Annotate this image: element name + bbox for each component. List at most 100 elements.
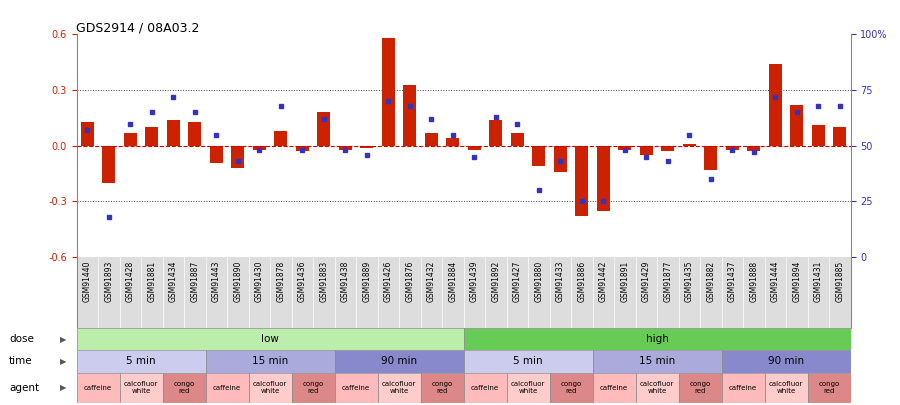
Bar (722, 373, 764, 403)
Bar (163, 373, 205, 403)
Bar (76, 350, 205, 373)
Bar (292, 373, 335, 403)
Text: agent: agent (9, 383, 39, 393)
Text: high: high (645, 334, 669, 344)
Text: GSM91436: GSM91436 (298, 261, 307, 302)
Text: GSM91890: GSM91890 (233, 261, 242, 302)
Text: caffeine: caffeine (342, 385, 370, 391)
Text: congo
red: congo red (174, 381, 194, 394)
Text: congo
red: congo red (431, 381, 453, 394)
Bar (618, 146, 631, 149)
Text: GSM91433: GSM91433 (556, 261, 565, 302)
Text: GSM91434: GSM91434 (169, 261, 178, 302)
Text: GSM91893: GSM91893 (104, 261, 113, 302)
Text: GSM91440: GSM91440 (83, 261, 92, 302)
Text: GSM91437: GSM91437 (728, 261, 737, 302)
Bar (205, 373, 248, 403)
Bar (425, 133, 437, 146)
Text: GSM91887: GSM91887 (190, 261, 199, 302)
Text: GSM91876: GSM91876 (405, 261, 414, 302)
Text: GSM91883: GSM91883 (320, 261, 328, 302)
Text: low: low (261, 334, 279, 344)
Bar (662, 146, 674, 151)
Bar (188, 122, 202, 146)
Text: congo
red: congo red (561, 381, 581, 394)
Bar (76, 373, 120, 403)
Text: GSM91431: GSM91431 (814, 261, 823, 302)
Text: GSM91442: GSM91442 (598, 261, 608, 302)
Text: ▶: ▶ (60, 383, 67, 392)
Bar (205, 350, 335, 373)
Text: 15 min: 15 min (639, 356, 675, 367)
Bar (807, 373, 850, 403)
Bar (248, 373, 292, 403)
Bar (166, 120, 180, 146)
Bar (725, 146, 739, 149)
Bar (769, 64, 782, 146)
Text: 90 min: 90 min (768, 356, 804, 367)
Bar (210, 146, 222, 162)
Bar (575, 146, 589, 216)
Bar (833, 127, 846, 146)
Bar (446, 139, 459, 146)
Bar (360, 146, 373, 148)
Text: GSM91444: GSM91444 (770, 261, 779, 302)
Bar (468, 146, 481, 149)
Text: calcofluor
white: calcofluor white (769, 381, 803, 394)
Bar (403, 85, 416, 146)
Text: GSM91882: GSM91882 (706, 261, 716, 302)
Text: GSM91877: GSM91877 (663, 261, 672, 302)
Text: 15 min: 15 min (252, 356, 288, 367)
Bar (550, 373, 592, 403)
Bar (592, 373, 635, 403)
Text: GSM91432: GSM91432 (427, 261, 436, 302)
Text: caffeine: caffeine (471, 385, 500, 391)
Bar (464, 350, 592, 373)
Text: GSM91889: GSM91889 (362, 261, 371, 302)
Text: calcofluor
white: calcofluor white (124, 381, 158, 394)
Text: caffeine: caffeine (213, 385, 241, 391)
Text: calcofluor
white: calcofluor white (253, 381, 287, 394)
Bar (464, 373, 507, 403)
Bar (103, 146, 115, 183)
Text: caffeine: caffeine (729, 385, 757, 391)
Bar (764, 373, 807, 403)
Bar (253, 146, 266, 149)
Bar (747, 146, 760, 151)
Bar (640, 146, 652, 155)
Text: GSM91427: GSM91427 (513, 261, 522, 302)
Text: 5 min: 5 min (513, 356, 543, 367)
Text: 5 min: 5 min (126, 356, 156, 367)
Bar (76, 328, 464, 350)
Text: calcofluor
white: calcofluor white (511, 381, 545, 394)
Text: GSM91426: GSM91426 (383, 261, 392, 302)
Bar (705, 146, 717, 170)
Bar (679, 373, 722, 403)
Text: time: time (9, 356, 32, 367)
Bar (790, 105, 803, 146)
Bar (274, 131, 287, 146)
Bar (335, 350, 464, 373)
Bar (597, 146, 609, 211)
Bar (592, 350, 722, 373)
Bar (338, 146, 352, 149)
Text: GSM91894: GSM91894 (792, 261, 801, 302)
Text: GSM91878: GSM91878 (276, 261, 285, 302)
Bar (683, 144, 696, 146)
Bar (507, 373, 550, 403)
Bar (120, 373, 163, 403)
Text: congo
red: congo red (689, 381, 711, 394)
Text: congo
red: congo red (302, 381, 324, 394)
Text: 90 min: 90 min (381, 356, 417, 367)
Bar (335, 373, 377, 403)
Text: congo
red: congo red (818, 381, 840, 394)
Text: GSM91891: GSM91891 (620, 261, 629, 302)
Bar (81, 122, 94, 146)
Bar (377, 373, 420, 403)
Text: GSM91885: GSM91885 (835, 261, 844, 302)
Text: GSM91430: GSM91430 (255, 261, 264, 302)
Text: GSM91429: GSM91429 (642, 261, 651, 302)
Text: GSM91884: GSM91884 (448, 261, 457, 302)
Bar (464, 328, 850, 350)
Bar (296, 146, 309, 151)
